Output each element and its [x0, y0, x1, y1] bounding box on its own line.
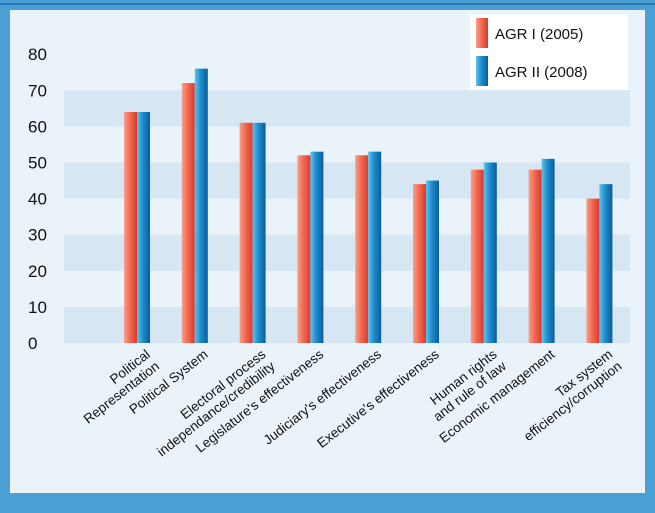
bar-series-2: [195, 69, 208, 343]
bar-series-1: [240, 123, 253, 343]
legend-swatch-series-2: [476, 56, 488, 86]
bar-series-1: [124, 112, 137, 343]
y-tick-label: 70: [28, 81, 47, 100]
bar-series-2: [599, 184, 612, 343]
y-tick-label: 50: [28, 154, 47, 173]
bar-series-2: [253, 123, 266, 343]
bar-series-1: [182, 83, 195, 343]
bar-series-2: [484, 163, 497, 344]
legend-swatch-series-1: [476, 18, 488, 48]
bar-series-2: [137, 112, 150, 343]
legend-label: AGR II (2008): [495, 64, 588, 81]
bar-series-1: [586, 199, 599, 343]
bar-series-2: [310, 152, 323, 343]
legend: AGR I (2005) AGR II (2008): [470, 14, 628, 90]
bar-series-1: [471, 170, 484, 343]
bar-series-1: [355, 155, 368, 343]
y-tick-label: 30: [28, 226, 47, 245]
y-axis-ticks: 0 10 20 30 40 50 60 70 80: [28, 45, 47, 353]
bar-series-2: [368, 152, 381, 343]
y-tick-label: 80: [28, 45, 47, 64]
y-tick-label: 40: [28, 190, 47, 209]
y-tick-label: 0: [28, 334, 37, 353]
bar-series-1: [297, 155, 310, 343]
y-tick-label: 10: [28, 298, 47, 317]
bar-series-2: [542, 159, 555, 343]
bar-series-1: [529, 170, 542, 343]
y-tick-label: 20: [28, 262, 47, 281]
bar-series-1: [413, 184, 426, 343]
y-tick-label: 60: [28, 117, 47, 136]
legend-label: AGR I (2005): [495, 26, 583, 43]
bar-series-2: [426, 181, 439, 343]
